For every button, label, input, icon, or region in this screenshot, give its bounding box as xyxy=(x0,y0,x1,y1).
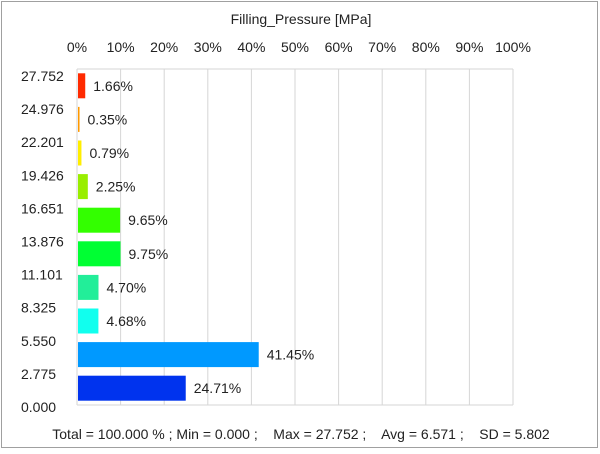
bar-value-label: 4.68% xyxy=(106,313,146,329)
x-tick-label: 70% xyxy=(368,39,396,55)
bar-value-label: 4.70% xyxy=(106,279,146,295)
x-tick-label: 10% xyxy=(107,39,135,55)
bar xyxy=(78,174,88,200)
bar xyxy=(78,375,186,401)
y-tick-label: 16.651 xyxy=(21,200,64,216)
bar-value-label: 2.25% xyxy=(96,179,136,195)
y-tick-label: 13.876 xyxy=(21,234,64,250)
bar xyxy=(78,73,86,99)
chart-frame: Filling_Pressure [MPa] 0% 10% 20% 30% 40% 50%… xyxy=(1,1,598,448)
y-tick-label: 0.000 xyxy=(21,399,56,415)
grid-lines xyxy=(76,68,514,406)
y-tick-label: 19.426 xyxy=(21,167,64,183)
x-tick-label: 60% xyxy=(325,39,353,55)
x-tick-label: 0% xyxy=(67,39,87,55)
x-tick-label: 20% xyxy=(150,39,178,55)
x-tick-label: 90% xyxy=(455,39,483,55)
bar-value-label: 0.79% xyxy=(89,145,129,161)
x-tick-label: 30% xyxy=(194,39,222,55)
bar-value-label: 9.65% xyxy=(128,212,168,228)
bar-value-label: 9.75% xyxy=(129,246,169,262)
y-tick-label: 11.101 xyxy=(21,267,63,283)
y-tick-label: 5.550 xyxy=(21,333,56,349)
x-tick-label: 80% xyxy=(412,39,440,55)
y-tick-label: 24.976 xyxy=(21,101,64,117)
bar-value-label: 1.66% xyxy=(93,78,133,94)
bar xyxy=(78,308,99,334)
bar xyxy=(78,274,99,300)
bar-value-label: 0.35% xyxy=(88,111,128,127)
y-tick-label: 8.325 xyxy=(21,300,56,316)
bar xyxy=(78,106,80,132)
x-tick-label: 50% xyxy=(281,39,309,55)
bar-value-labels: 1.66% 0.35% 0.79% 2.25% 9.65% 9.75% 4.70% 4.68%… xyxy=(88,78,315,396)
x-tick-labels: 0% 10% 20% 30% 40% 50% 60% 70% 80% 90% 100% xyxy=(67,39,531,55)
bar xyxy=(78,241,121,267)
y-tick-label: 2.775 xyxy=(21,366,56,382)
bar-value-label: 41.45% xyxy=(267,347,314,363)
x-tick-label: 100% xyxy=(495,39,531,55)
y-tick-labels: 27.752 24.976 22.201 19.426 16.651 13.876 11.1… xyxy=(21,68,64,415)
y-tick-label: 27.752 xyxy=(21,68,64,84)
bar xyxy=(78,342,259,368)
histogram-chart: Filling_Pressure [MPa] 0% 10% 20% 30% 40% 50%… xyxy=(21,11,550,442)
statistics-footer: Total = 100.000 % ; Min = 0.000 ; Max = … xyxy=(52,426,550,442)
y-tick-label: 22.201 xyxy=(21,134,64,150)
bar xyxy=(78,140,82,166)
bar xyxy=(78,207,121,233)
chart-title: Filling_Pressure [MPa] xyxy=(231,11,372,27)
bar-value-label: 24.71% xyxy=(194,380,241,396)
x-tick-label: 40% xyxy=(237,39,265,55)
bars xyxy=(78,73,259,401)
